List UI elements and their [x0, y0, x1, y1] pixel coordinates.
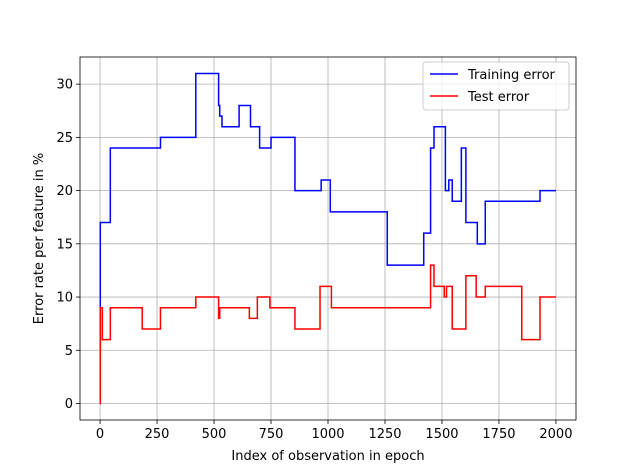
test-error-line: [99, 264, 556, 405]
x-tick-label: 1000: [311, 427, 344, 442]
y-tick-label: 5: [65, 344, 73, 359]
legend: Training error Test error: [422, 61, 570, 111]
y-tick-label: 20: [56, 184, 73, 199]
y-tick-label: 0: [65, 397, 73, 412]
x-tick-label: 1250: [368, 427, 401, 442]
legend-label-test: Test error: [467, 90, 530, 105]
training-error-line: [99, 72, 556, 405]
legend-box: [422, 61, 570, 111]
ticks: 0 250 500 750 1000 1250 1500 1750 2000 0 5 10 15 20 25…: [56, 78, 572, 442]
y-tick-label: 25: [56, 131, 73, 146]
x-tick-label: 250: [145, 427, 170, 442]
y-axis-title: Error rate per feature in %: [32, 153, 47, 325]
x-tick-label: 750: [259, 427, 284, 442]
x-tick-label: 2000: [539, 427, 572, 442]
grid: [80, 57, 576, 420]
y-tick-label: 10: [56, 291, 73, 306]
series-layer: [99, 72, 556, 405]
x-tick-label: 0: [96, 427, 104, 442]
x-axis-title: Index of observation in epoch: [231, 449, 424, 464]
x-tick-label: 1750: [482, 427, 515, 442]
legend-label-training: Training error: [467, 68, 556, 83]
x-tick-label: 1500: [425, 427, 458, 442]
y-tick-label: 30: [56, 78, 73, 93]
x-tick-label: 500: [202, 427, 227, 442]
y-tick-label: 15: [56, 237, 73, 252]
